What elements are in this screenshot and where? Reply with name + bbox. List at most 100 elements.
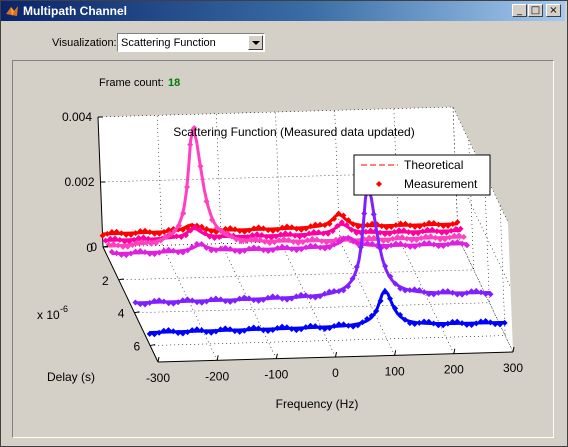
- measurement-marker: [345, 234, 352, 241]
- measurement-marker: [348, 226, 355, 233]
- z-tick-label: 0.004: [62, 110, 92, 124]
- measurement-marker: [415, 230, 422, 237]
- measurement-marker: [321, 325, 328, 332]
- measurement-marker: [429, 226, 436, 233]
- x-tick-mark: [275, 353, 278, 359]
- measurement-marker: [307, 293, 314, 300]
- measurement-marker: [198, 327, 205, 334]
- title-bar[interactable]: Multipath Channel _ □ ×: [1, 1, 565, 21]
- measurement-marker: [156, 249, 163, 256]
- measurement-marker: [189, 243, 196, 250]
- y-tick-label: 0: [86, 241, 93, 255]
- measurement-marker: [160, 327, 167, 334]
- measurement-marker: [179, 297, 186, 304]
- measurement-marker: [435, 243, 442, 250]
- measurement-marker: [233, 236, 240, 243]
- measurement-marker: [213, 247, 220, 254]
- measurement-marker: [407, 222, 414, 229]
- measurement-marker: [326, 288, 333, 295]
- measurement-marker: [238, 238, 245, 245]
- measurement-marker: [241, 247, 248, 254]
- measurement-marker: [151, 251, 158, 258]
- measurement-marker: [459, 240, 466, 247]
- x-tick-label: -200: [205, 369, 229, 383]
- close-button[interactable]: ×: [546, 4, 561, 17]
- measurement-marker: [448, 227, 455, 234]
- measurement-marker: [211, 234, 218, 241]
- measurement-marker: [338, 219, 345, 226]
- matlab-logo-icon: [6, 6, 18, 16]
- measurement-marker: [269, 293, 276, 300]
- measurement-marker: [452, 225, 459, 232]
- measurement-marker: [403, 235, 410, 242]
- measurement-marker: [373, 307, 380, 314]
- visualization-dropdown[interactable]: Scattering Function: [117, 33, 265, 52]
- measurement-marker: [317, 221, 324, 228]
- measurement-marker: [274, 226, 281, 233]
- measurement-marker: [454, 318, 461, 325]
- chevron-down-icon[interactable]: [248, 35, 263, 50]
- measurement-marker: [422, 233, 429, 240]
- measurement-marker: [250, 324, 257, 331]
- measurement-marker: [402, 220, 409, 227]
- measurement-marker: [216, 234, 223, 241]
- measurement-marker: [198, 299, 205, 306]
- measurement-marker: [173, 233, 180, 240]
- x-axis-label: Frequency (Hz): [276, 397, 359, 411]
- measurement-marker: [268, 234, 275, 241]
- measurement-marker: [203, 225, 210, 232]
- measurement-marker: [394, 234, 401, 241]
- minimize-button[interactable]: _: [512, 4, 527, 17]
- measurement-marker: [165, 246, 172, 253]
- measurement-marker: [313, 236, 320, 243]
- measurement-marker: [411, 286, 418, 293]
- measurement-marker: [241, 327, 248, 334]
- measurement-marker: [222, 244, 229, 251]
- measurement-marker: [320, 230, 327, 237]
- measurement-marker: [473, 320, 480, 327]
- measurement-marker: [187, 141, 194, 148]
- measurement-marker: [218, 228, 225, 235]
- measurement-marker: [424, 226, 431, 233]
- measurement-marker: [426, 219, 433, 226]
- measurement-marker: [392, 240, 399, 247]
- measurement-marker: [227, 326, 234, 333]
- measurement-marker: [274, 294, 281, 301]
- measurement-marker: [459, 291, 466, 298]
- measurement-marker: [264, 294, 271, 301]
- measurement-marker: [260, 225, 267, 232]
- measurement-marker: [184, 296, 191, 303]
- measurement-marker: [435, 221, 442, 228]
- measurement-marker: [178, 233, 185, 240]
- measurement-marker: [425, 291, 432, 298]
- measurement-marker: [435, 322, 442, 329]
- measurement-marker: [306, 230, 313, 237]
- measurement-marker: [165, 327, 172, 334]
- measurement-marker: [284, 244, 291, 251]
- measurement-marker: [254, 231, 261, 238]
- measurement-marker: [444, 241, 451, 248]
- y-tick-label: 6: [133, 340, 140, 354]
- maximize-button[interactable]: □: [528, 4, 543, 17]
- measurement-marker: [143, 239, 150, 246]
- measurement-marker: [411, 320, 418, 327]
- x-tick-mark: [453, 348, 456, 354]
- measurement-marker: [437, 236, 444, 243]
- measurement-marker: [115, 242, 122, 249]
- measurement-marker: [400, 227, 407, 234]
- measurement-marker: [407, 243, 414, 250]
- measurement-marker: [432, 234, 439, 241]
- measurement-marker: [370, 234, 377, 241]
- measurement-marker: [362, 228, 369, 235]
- measurement-marker: [132, 248, 139, 255]
- measurement-marker: [460, 233, 467, 240]
- visualization-label: Visualization:: [52, 37, 117, 49]
- measurement-marker: [260, 327, 267, 334]
- x-tick-mark: [216, 355, 219, 361]
- measurement-marker: [468, 321, 475, 328]
- measurement-marker: [321, 245, 328, 252]
- measurement-marker: [353, 263, 360, 270]
- measurement-marker: [496, 321, 503, 328]
- measurement-marker: [227, 298, 234, 305]
